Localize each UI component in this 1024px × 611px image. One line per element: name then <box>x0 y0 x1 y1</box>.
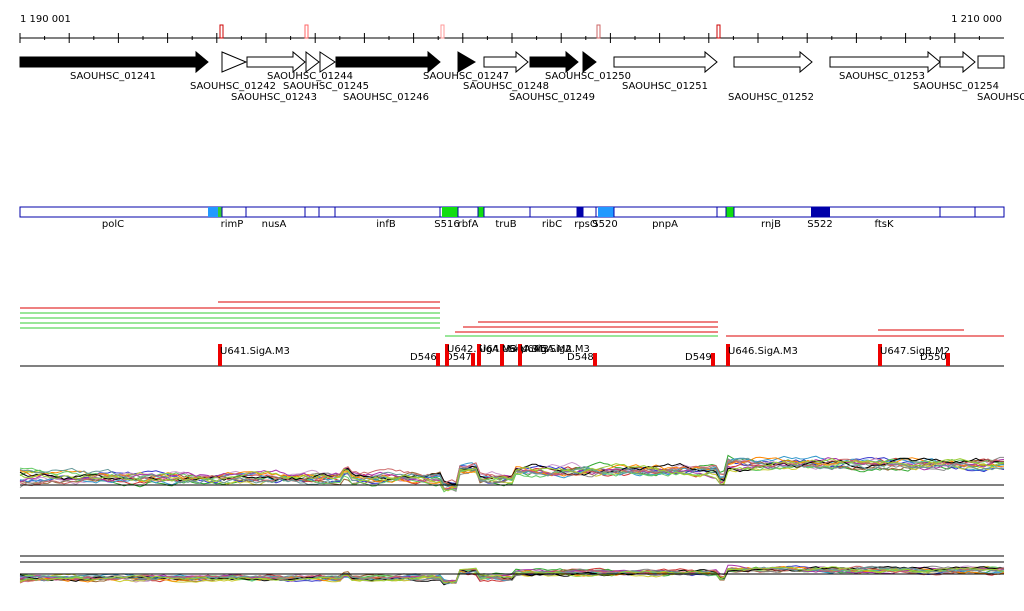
feature-marker <box>946 353 950 366</box>
feature-label: U642.SigA.M3 <box>447 344 517 355</box>
gene-arrow <box>613 50 718 74</box>
gene-label: SAOUHSC_01250 <box>545 71 631 82</box>
feature-label: D548 <box>567 352 594 363</box>
gene-arrow <box>733 50 813 74</box>
gene-arrow <box>335 50 441 74</box>
expression-line <box>19 458 1005 487</box>
region-block <box>442 207 458 217</box>
region-label: truB <box>495 219 516 230</box>
gene-arrow <box>305 50 320 74</box>
gene-label: SAOUHSC_01245 <box>283 81 369 92</box>
expression-line <box>19 566 1005 584</box>
ruler-marker <box>219 24 224 39</box>
ruler-marker <box>440 24 445 39</box>
feature-marker <box>477 344 481 366</box>
gene-arrow <box>582 50 597 74</box>
region-block <box>218 207 222 217</box>
expression-line <box>19 566 1005 585</box>
region-block <box>577 207 583 217</box>
region-label: infB <box>376 219 396 230</box>
region-label: pnpA <box>652 219 678 230</box>
region-block <box>726 207 734 217</box>
feature-marker <box>518 344 522 366</box>
gene-arrow <box>319 51 336 73</box>
region-track <box>19 206 1005 218</box>
gene-label: SAOUHSC_01251 <box>622 81 708 92</box>
ruler-marker <box>596 24 601 39</box>
gene-label: SAOUHSC_01254 <box>913 81 999 92</box>
feature-label: U641.SigA.M3 <box>220 346 290 357</box>
feature-label: U645.SigA.M3 <box>520 344 590 355</box>
region-label: S520 <box>592 219 617 230</box>
gene-label: SAOUHSC_01243 <box>231 92 317 103</box>
gene-label: SAOUHSC_01252 <box>728 92 814 103</box>
gene-arrow <box>457 51 476 73</box>
feature-label: U643.SigA.M3 <box>479 344 549 355</box>
gene-arrow <box>246 50 306 74</box>
feature-marker <box>500 344 504 366</box>
region-block <box>811 207 830 217</box>
feature-marker <box>711 353 715 366</box>
region-label: ftsK <box>874 219 893 230</box>
feature-marker <box>593 353 597 366</box>
expression-line <box>19 458 1005 492</box>
gene-label: SAOUHSC_01253 <box>839 71 925 82</box>
feature-label: D550 <box>920 352 947 363</box>
gene-arrow <box>977 55 1005 69</box>
region-label: ribC <box>542 219 562 230</box>
region-block <box>478 207 484 217</box>
feature-label: D546 <box>410 352 437 363</box>
gene-arrow <box>483 50 529 74</box>
gene-label: SAOUHSC_01248 <box>463 81 549 92</box>
region-label: polC <box>102 219 124 230</box>
ruler-end: 1 210 000 <box>951 14 1002 25</box>
feature-label: U647.SigB.M2 <box>880 346 950 357</box>
expression-line <box>19 457 1005 489</box>
region-label: rbfA <box>458 219 479 230</box>
feature-label: U644.SigA.M2 <box>502 344 572 355</box>
gene-arrow <box>221 51 248 73</box>
gene-arrow <box>829 50 941 74</box>
region-label: S516 <box>434 219 459 230</box>
gene-label: SAOUHSC_01241 <box>70 71 156 82</box>
feature-marker <box>445 344 449 366</box>
region-label: nusA <box>262 219 287 230</box>
ruler-start: 1 190 001 <box>20 14 71 25</box>
ruler-marker <box>304 24 309 39</box>
ruler-marker <box>716 24 721 39</box>
feature-label: U646.SigA.M3 <box>728 346 798 357</box>
gene-label: SAOUHSC_01247 <box>423 71 509 82</box>
region-label: rnjB <box>761 219 781 230</box>
region-label: S522 <box>807 219 832 230</box>
gene-label: SAOUHSC_01249 <box>509 92 595 103</box>
gene-label: SAOUHSC_01255 <box>977 92 1024 103</box>
feature-marker <box>878 344 882 366</box>
gene-label: SAOUHSC_01244 <box>267 71 353 82</box>
gene-arrow <box>939 50 976 74</box>
feature-marker <box>726 344 730 366</box>
feature-marker <box>471 353 475 366</box>
region-block <box>598 207 614 217</box>
gene-arrow <box>529 50 579 74</box>
feature-marker <box>436 353 440 366</box>
gene-arrow <box>19 50 209 74</box>
region-block <box>208 207 218 217</box>
expression-line <box>19 457 1005 493</box>
feature-label: D549 <box>685 352 712 363</box>
feature-label: D547 <box>445 352 472 363</box>
region-label: rimP <box>221 219 244 230</box>
gene-label: SAOUHSC_01246 <box>343 92 429 103</box>
region-label: rpsO <box>574 219 598 230</box>
gene-label: SAOUHSC_01242 <box>190 81 276 92</box>
feature-marker <box>218 344 222 366</box>
